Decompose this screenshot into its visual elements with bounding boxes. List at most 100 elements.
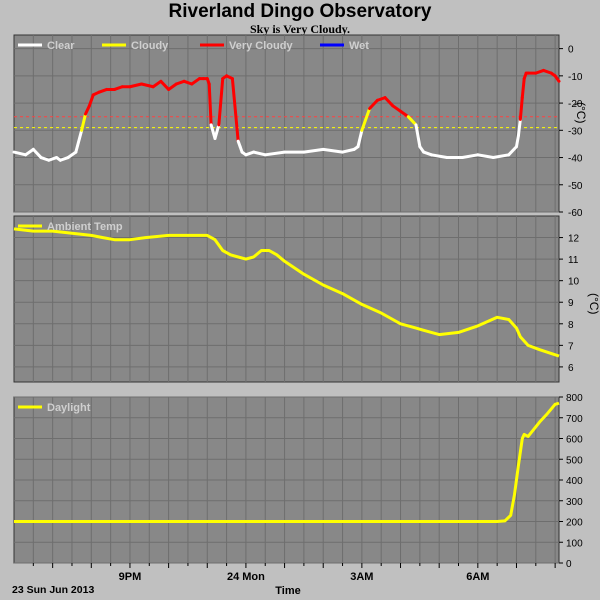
sky-temp-segment: [406, 115, 418, 127]
y-tick-label: 400: [566, 476, 583, 487]
sky-temp-segment: [217, 77, 225, 127]
sky-temp-segment: [66, 150, 78, 160]
sky-legend: Clear Cloudy Very Cloudy Wet: [18, 40, 369, 52]
sky-temp-segment: [12, 150, 28, 157]
y-tick-label: 7: [568, 341, 574, 352]
y-tick-label: 11: [568, 255, 579, 266]
y-tick-label: 9: [568, 298, 574, 309]
ambient-y-ticks: 12 11 10 9 8 7 6: [559, 234, 580, 374]
sky-temp-segment: [360, 107, 372, 132]
daylight-y-ticks: 800 700 600 500 400 300 200 100 0: [559, 393, 583, 570]
sky-temp-segment: [476, 153, 495, 160]
sky-temp-segment: [516, 117, 522, 138]
sky-temp-segment: [140, 82, 155, 89]
sky-temp-segment: [80, 112, 88, 132]
y-tick-label: 10: [568, 277, 580, 288]
sky-temp-segment: [24, 147, 35, 157]
sky-temp-segment: [368, 98, 379, 111]
sky-y-ticks: 0 -10 -20 -30 -40 -50 -60: [559, 45, 583, 219]
sky-temp-segment: [84, 104, 91, 116]
ambient-grid: [14, 216, 559, 382]
legend-label: Clear: [47, 40, 75, 52]
y-tick-label: 12: [568, 234, 580, 245]
ambient-legend: Ambient Temp: [18, 221, 123, 233]
y-tick-label: -30: [568, 126, 583, 137]
y-tick-label: 100: [566, 538, 583, 549]
x-tick-label: 24 Mon: [227, 571, 265, 583]
sky-temp-segment: [302, 147, 325, 154]
y-tick-label: -60: [568, 208, 583, 219]
sky-temp-segment: [391, 104, 403, 113]
chart-title: Riverland Dingo Observatory: [168, 1, 432, 22]
sky-status-text: Sky is Very Cloudy.: [249, 22, 351, 36]
sky-temp-segment: [507, 145, 518, 157]
y-tick-label: 8: [568, 320, 574, 331]
y-tick-label: 700: [566, 414, 583, 425]
sky-y-axis-label: (°C): [574, 102, 588, 123]
y-tick-label: 800: [566, 393, 583, 404]
sky-temp-segment: [429, 153, 449, 160]
sky-temp-segment: [321, 147, 345, 154]
sky-temp-segment: [151, 79, 163, 89]
sky-temp-segment: [159, 79, 171, 91]
daylight-legend: Daylight: [18, 402, 91, 414]
legend-label: Very Cloudy: [229, 40, 293, 52]
x-tick-label: 9PM: [119, 571, 142, 583]
date-label: 23 Sun Jun 2013: [12, 584, 94, 596]
daylight-line: [14, 401, 560, 523]
time-axis: 9PM 24 Mon 3AM 6AM: [32, 563, 556, 583]
sky-temp-segment: [356, 128, 364, 149]
legend-label: Wet: [349, 40, 369, 52]
sky-temp-segment: [263, 150, 287, 157]
ambient-y-axis-label: (°C): [587, 293, 600, 314]
sky-temp-segment: [514, 134, 520, 149]
sky-temp-segment: [74, 128, 84, 154]
sky-temp-segment: [553, 74, 561, 83]
sky-temp-segment: [518, 96, 524, 121]
sky-temp-segment: [190, 77, 202, 86]
y-tick-label: 500: [566, 455, 583, 466]
daylight-series: [14, 401, 560, 523]
sky-temp-segment: [491, 153, 511, 160]
sky-temp-segment: [399, 109, 410, 119]
x-tick-label: 6AM: [466, 571, 489, 583]
sky-temp-segment: [213, 123, 221, 140]
y-tick-label: -50: [568, 181, 583, 192]
daylight-panel: 800 700 600 500 400 300 200 100 0 Daylight: [13, 393, 583, 570]
y-tick-label: 6: [568, 363, 574, 374]
sky-grid: [14, 35, 559, 213]
sky-temp-segment: [520, 77, 526, 100]
ambient-temp-line: [13, 227, 560, 358]
sky-temp-segment: [167, 82, 178, 91]
ambient-series: [13, 227, 560, 358]
y-tick-label: 0: [566, 559, 572, 570]
sky-temp-segment: [414, 123, 422, 149]
sky-temp-segment: [31, 147, 43, 160]
sky-temp-segment: [128, 82, 144, 89]
sky-temp-segment: [207, 82, 213, 127]
sky-temp-segment: [460, 153, 480, 160]
y-tick-label: -10: [568, 72, 583, 83]
sky-thresholds: [14, 116, 559, 129]
y-tick-label: 0: [568, 45, 574, 56]
x-axis-label: Time: [275, 585, 300, 597]
sky-series: [12, 68, 561, 162]
y-tick-label: 300: [566, 497, 583, 508]
ambient-temperature-panel: 12 11 10 9 8 7 6 Ambient Temp (°C): [13, 215, 600, 383]
legend-label: Ambient Temp: [47, 221, 123, 233]
x-tick-label: 3AM: [350, 571, 373, 583]
sky-temp-segment: [230, 77, 240, 143]
sky-temp-segment: [87, 93, 95, 108]
y-tick-label: -20: [568, 99, 583, 110]
y-tick-label: -40: [568, 154, 583, 165]
legend-label: Daylight: [47, 402, 91, 414]
y-tick-label: 600: [566, 435, 583, 446]
sky-temp-segment: [383, 96, 395, 108]
legend-label: Cloudy: [131, 40, 169, 52]
y-tick-label: 200: [566, 518, 583, 529]
daylight-grid: [14, 396, 559, 564]
sky-temp-segment: [252, 150, 267, 157]
sky-temp-segment: [341, 147, 356, 154]
sky-temperature-panel: 0 -10 -20 -30 -40 -50 -60 Clear Cloudy Very Clou…: [12, 34, 588, 219]
